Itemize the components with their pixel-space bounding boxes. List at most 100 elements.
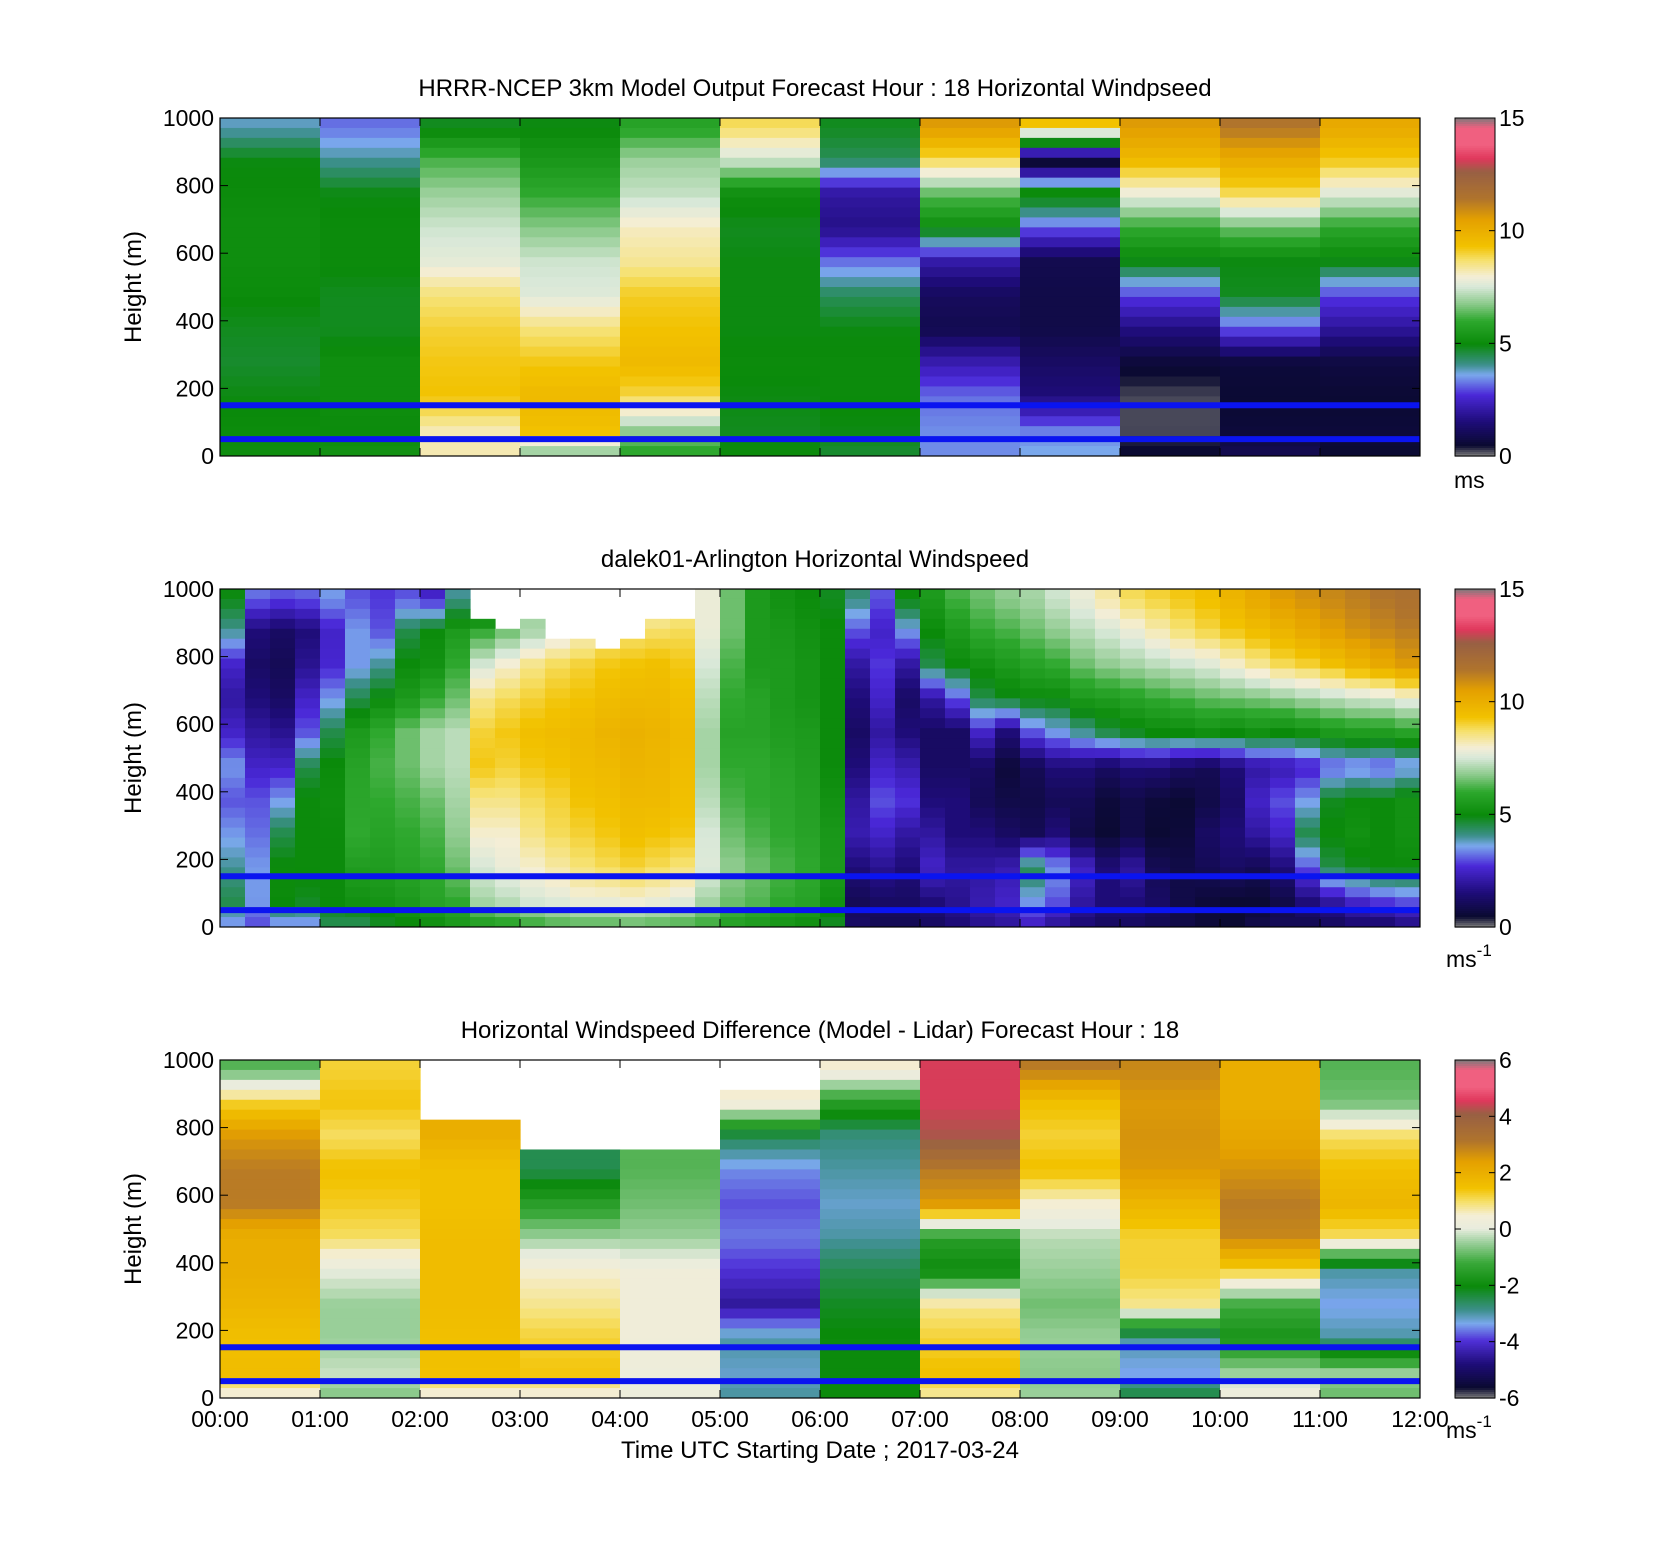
heatmap-cell — [420, 1119, 521, 1131]
heatmap-cell — [845, 877, 871, 888]
colorbar-segment — [1455, 380, 1495, 384]
heatmap-cell — [720, 708, 746, 719]
heatmap-cell — [320, 376, 421, 388]
colorbar-segment — [1455, 308, 1495, 312]
colorbar-tick-label: 15 — [1499, 576, 1525, 602]
heatmap-cell — [795, 688, 821, 699]
colorbar-segment — [1455, 875, 1495, 878]
heatmap-cell — [1170, 758, 1196, 769]
colorbar-segment — [1455, 161, 1495, 165]
heatmap-cell — [420, 628, 446, 640]
colorbar-segment — [1455, 1266, 1495, 1270]
heatmap-cell — [1020, 197, 1121, 209]
colorbar-segment — [1455, 1358, 1495, 1361]
heatmap-cell — [845, 748, 871, 759]
colorbar-segment — [1455, 1071, 1495, 1075]
heatmap-cell — [1270, 678, 1296, 690]
heatmap-cell — [270, 847, 296, 859]
heatmap-cell — [970, 887, 996, 898]
colorbar-segment — [1455, 239, 1495, 242]
colorbar-segment — [1455, 221, 1495, 225]
heatmap-cell — [970, 638, 996, 650]
colorbar-segment — [1455, 851, 1495, 855]
heatmap-cell — [770, 847, 796, 859]
heatmap-cell — [220, 1159, 321, 1170]
heatmap-cell — [820, 446, 921, 456]
heatmap-cell — [1020, 1358, 1121, 1369]
heatmap-cell — [720, 416, 821, 427]
heatmap-cell — [220, 758, 246, 769]
colorbar-tick-label: -2 — [1499, 1272, 1519, 1298]
heatmap-cell — [320, 1248, 421, 1260]
heatmap-cell — [720, 257, 821, 268]
heatmap-cell — [1020, 817, 1046, 829]
heatmap-cell — [620, 718, 646, 729]
heatmap-cell — [1220, 797, 1246, 809]
heatmap-cell — [620, 1288, 721, 1300]
heatmap-cell — [720, 217, 821, 228]
heatmap-cell — [520, 1229, 621, 1240]
y-tick-label: 0 — [201, 1385, 214, 1411]
heatmap-cell — [620, 728, 646, 739]
heatmap-cell — [1020, 1139, 1121, 1151]
heatmap-cell — [520, 638, 546, 650]
colorbar-segment — [1455, 1181, 1495, 1184]
heatmap-cell — [1120, 277, 1221, 288]
heatmap-cell — [920, 1278, 1021, 1290]
colorbar-segment — [1455, 1374, 1495, 1377]
colorbar-segment — [1455, 1073, 1495, 1077]
colorbar-segment — [1455, 807, 1495, 811]
heatmap-cell — [1070, 817, 1096, 829]
heatmap-cell — [1345, 887, 1371, 898]
heatmap-cell — [720, 1278, 821, 1290]
heatmap-cell — [1220, 1069, 1321, 1081]
heatmap-cell — [570, 807, 596, 819]
heatmap-cell — [1120, 356, 1221, 368]
heatmap-cell — [1320, 748, 1346, 759]
colorbar-segment — [1455, 171, 1495, 175]
colorbar-segment — [1455, 129, 1495, 133]
heatmap-cell — [1395, 817, 1420, 829]
colorbar-segment — [1455, 1227, 1495, 1230]
colorbar-segment — [1455, 418, 1495, 421]
heatmap-cell — [1070, 708, 1096, 719]
heatmap-cell — [645, 708, 671, 719]
heatmap-cell — [870, 877, 896, 888]
heatmap-cell — [445, 708, 471, 719]
y-tick-label: 200 — [176, 846, 214, 872]
heatmap-cell — [1195, 758, 1221, 769]
colorbar-segment — [1455, 1201, 1495, 1204]
heatmap-cell — [1045, 758, 1071, 769]
panel-model-x-axis — [219, 118, 1421, 456]
heatmap-cell — [820, 718, 846, 729]
colorbar-segment — [1455, 135, 1495, 139]
heatmap-cell — [345, 608, 371, 620]
heatmap-cell — [620, 1219, 721, 1230]
heatmap-cell — [720, 847, 746, 859]
heatmap-cell — [720, 1308, 821, 1320]
heatmap-cell — [1020, 598, 1046, 610]
heatmap-cell — [870, 678, 896, 690]
colorbar-segment — [1455, 374, 1495, 378]
heatmap-cell — [1220, 336, 1321, 348]
heatmap-cell — [1145, 658, 1171, 670]
heatmap-cell — [395, 887, 421, 898]
heatmap-cell — [1020, 837, 1046, 849]
colorbar-segment — [1455, 436, 1495, 439]
heatmap-cell — [345, 708, 371, 719]
colorbar-segment — [1455, 444, 1495, 447]
heatmap-cell — [320, 1338, 421, 1349]
heatmap-cell — [820, 1159, 921, 1170]
heatmap-cell — [1295, 867, 1321, 878]
colorbar-segment — [1455, 175, 1495, 179]
heatmap-cell — [595, 708, 621, 719]
heatmap-cell — [420, 1348, 521, 1359]
heatmap-cell — [1270, 887, 1296, 898]
heatmap-cell — [1220, 296, 1321, 308]
heatmap-cell — [1045, 628, 1071, 640]
heatmap-cell — [1120, 316, 1221, 328]
heatmap-cell — [820, 867, 846, 878]
heatmap-cell — [820, 728, 846, 739]
heatmap-cell — [320, 217, 421, 228]
